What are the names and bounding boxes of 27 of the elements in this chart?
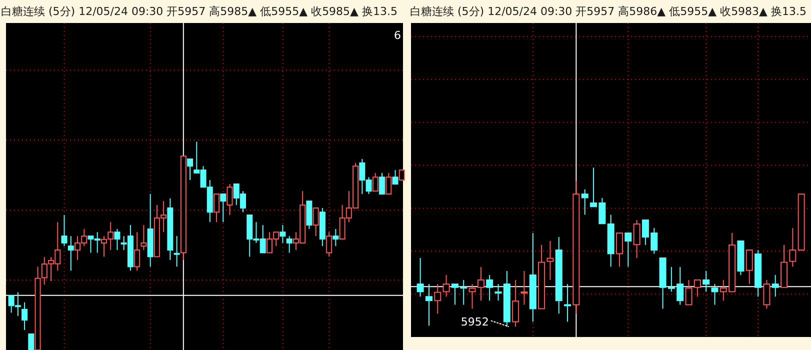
candlestick — [425, 284, 432, 326]
candlestick — [174, 236, 180, 268]
annotation: 5952 — [460, 316, 489, 329]
candlestick — [22, 302, 28, 331]
candlestick — [442, 274, 450, 298]
candlestick — [434, 284, 442, 314]
candlestick — [772, 274, 779, 298]
chart-title: 白糖连续 (5分) 12/05/24 09:30 开5957 高5985▲ 低5955▲ 收5985▲ 换13.5 — [1, 5, 398, 18]
candlestick — [529, 232, 536, 322]
candlestick — [607, 214, 614, 268]
candlestick — [68, 236, 74, 272]
candlestick — [486, 274, 494, 302]
candlestick — [555, 236, 562, 314]
chart-title: 白糖连续 (5分) 12/05/24 09:30 开5957 高5986▲ 低5955▲ 收5983▲ 换13.5 — [410, 5, 807, 18]
candlestick — [546, 240, 554, 280]
candlestick — [512, 279, 520, 328]
candlestick — [477, 266, 484, 302]
candlestick — [468, 284, 476, 310]
text: 6 — [394, 29, 401, 42]
candlestick — [332, 228, 339, 247]
candlestick — [280, 224, 286, 244]
candlestick — [564, 284, 572, 322]
candlestick — [520, 270, 528, 306]
candlestick — [416, 257, 424, 298]
candlestick — [167, 198, 174, 261]
candlestick — [702, 270, 710, 292]
candlestick — [147, 194, 154, 268]
